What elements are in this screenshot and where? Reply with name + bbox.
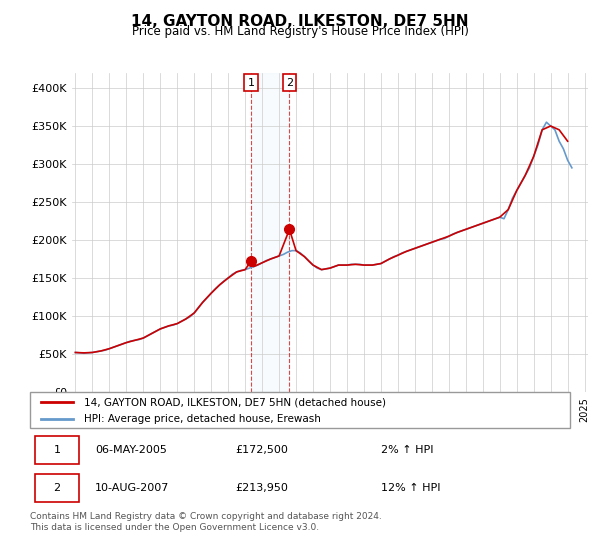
Text: 2% ↑ HPI: 2% ↑ HPI: [381, 445, 433, 455]
Text: 2: 2: [53, 483, 61, 493]
Bar: [251, 73, 289, 392]
FancyBboxPatch shape: [35, 474, 79, 502]
Text: Contains HM Land Registry data © Crown copyright and database right 2024.
This d: Contains HM Land Registry data © Crown c…: [30, 512, 382, 532]
Text: 2: 2: [286, 78, 293, 87]
Text: Price paid vs. HM Land Registry's House Price Index (HPI): Price paid vs. HM Land Registry's House …: [131, 25, 469, 38]
Text: 1: 1: [53, 445, 61, 455]
Text: 14, GAYTON ROAD, ILKESTON, DE7 5HN (detached house): 14, GAYTON ROAD, ILKESTON, DE7 5HN (deta…: [84, 397, 386, 407]
Text: £213,950: £213,950: [235, 483, 288, 493]
Text: 1: 1: [248, 78, 254, 87]
Text: 10-AUG-2007: 10-AUG-2007: [95, 483, 169, 493]
FancyBboxPatch shape: [30, 392, 570, 428]
FancyBboxPatch shape: [35, 436, 79, 464]
Text: 06-MAY-2005: 06-MAY-2005: [95, 445, 167, 455]
Text: £172,500: £172,500: [235, 445, 288, 455]
Text: 14, GAYTON ROAD, ILKESTON, DE7 5HN: 14, GAYTON ROAD, ILKESTON, DE7 5HN: [131, 14, 469, 29]
Text: HPI: Average price, detached house, Erewash: HPI: Average price, detached house, Erew…: [84, 414, 321, 424]
Text: 12% ↑ HPI: 12% ↑ HPI: [381, 483, 440, 493]
